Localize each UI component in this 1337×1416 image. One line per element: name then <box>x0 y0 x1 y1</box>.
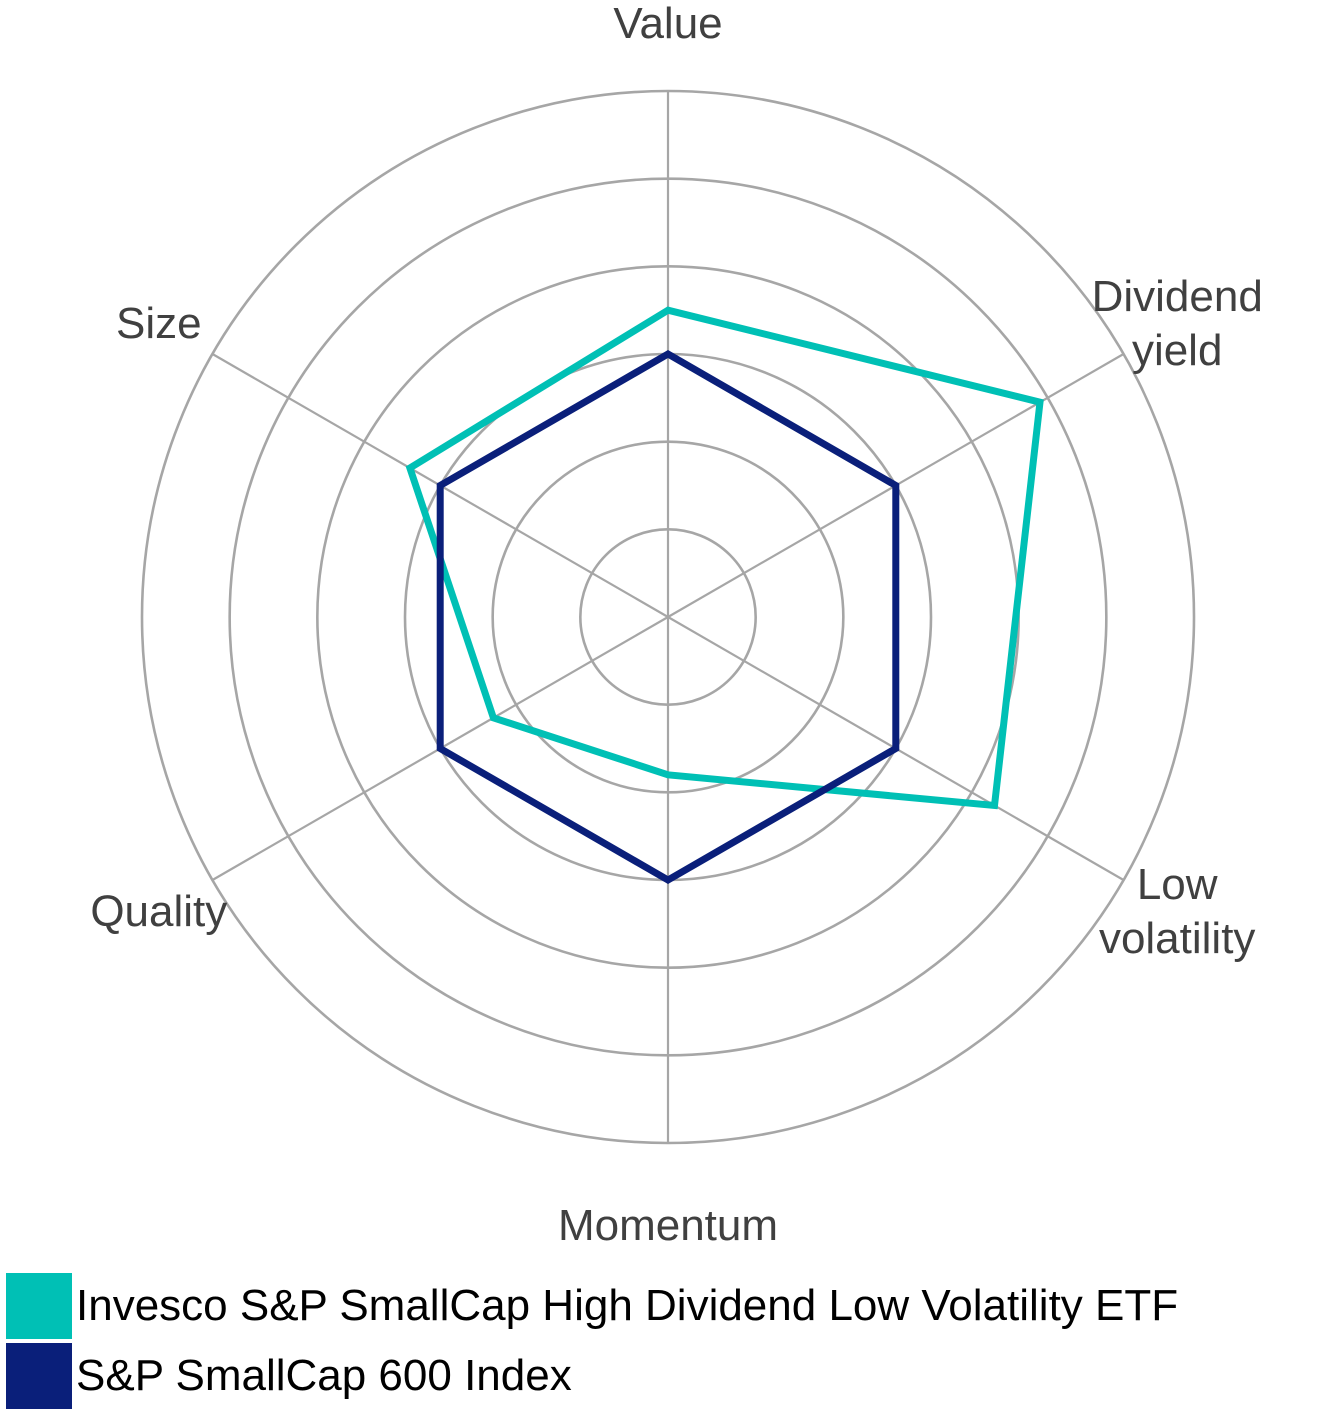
chart-legend: Invesco S&P SmallCap High Dividend Low V… <box>6 1272 1178 1412</box>
axis-label-low-volatility: Low volatility <box>1099 860 1256 963</box>
legend-item-etf: Invesco S&P SmallCap High Dividend Low V… <box>6 1272 1178 1340</box>
radar-grid <box>140 89 1196 1145</box>
legend-swatch-etf <box>6 1273 72 1339</box>
axis-label-dividend-yield: Dividend yield <box>1092 272 1263 375</box>
axis-labels: Value Dividend yield Low volatility Momentum Q… <box>90 0 1262 1250</box>
legend-item-index: S&P SmallCap 600 Index <box>6 1342 1178 1410</box>
legend-swatch-index <box>6 1343 72 1409</box>
radar-series <box>405 306 1044 885</box>
axis-label-size: Size <box>116 299 202 348</box>
series-index-line <box>436 349 900 885</box>
axis-label-value: Value <box>613 0 722 48</box>
axis-label-quality: Quality <box>90 887 227 936</box>
axis-label-momentum: Momentum <box>558 1201 778 1250</box>
legend-label-etf: Invesco S&P SmallCap High Dividend Low V… <box>76 1281 1179 1330</box>
legend-label-index: S&P SmallCap 600 Index <box>76 1351 572 1400</box>
series-etf-line <box>405 306 1044 810</box>
